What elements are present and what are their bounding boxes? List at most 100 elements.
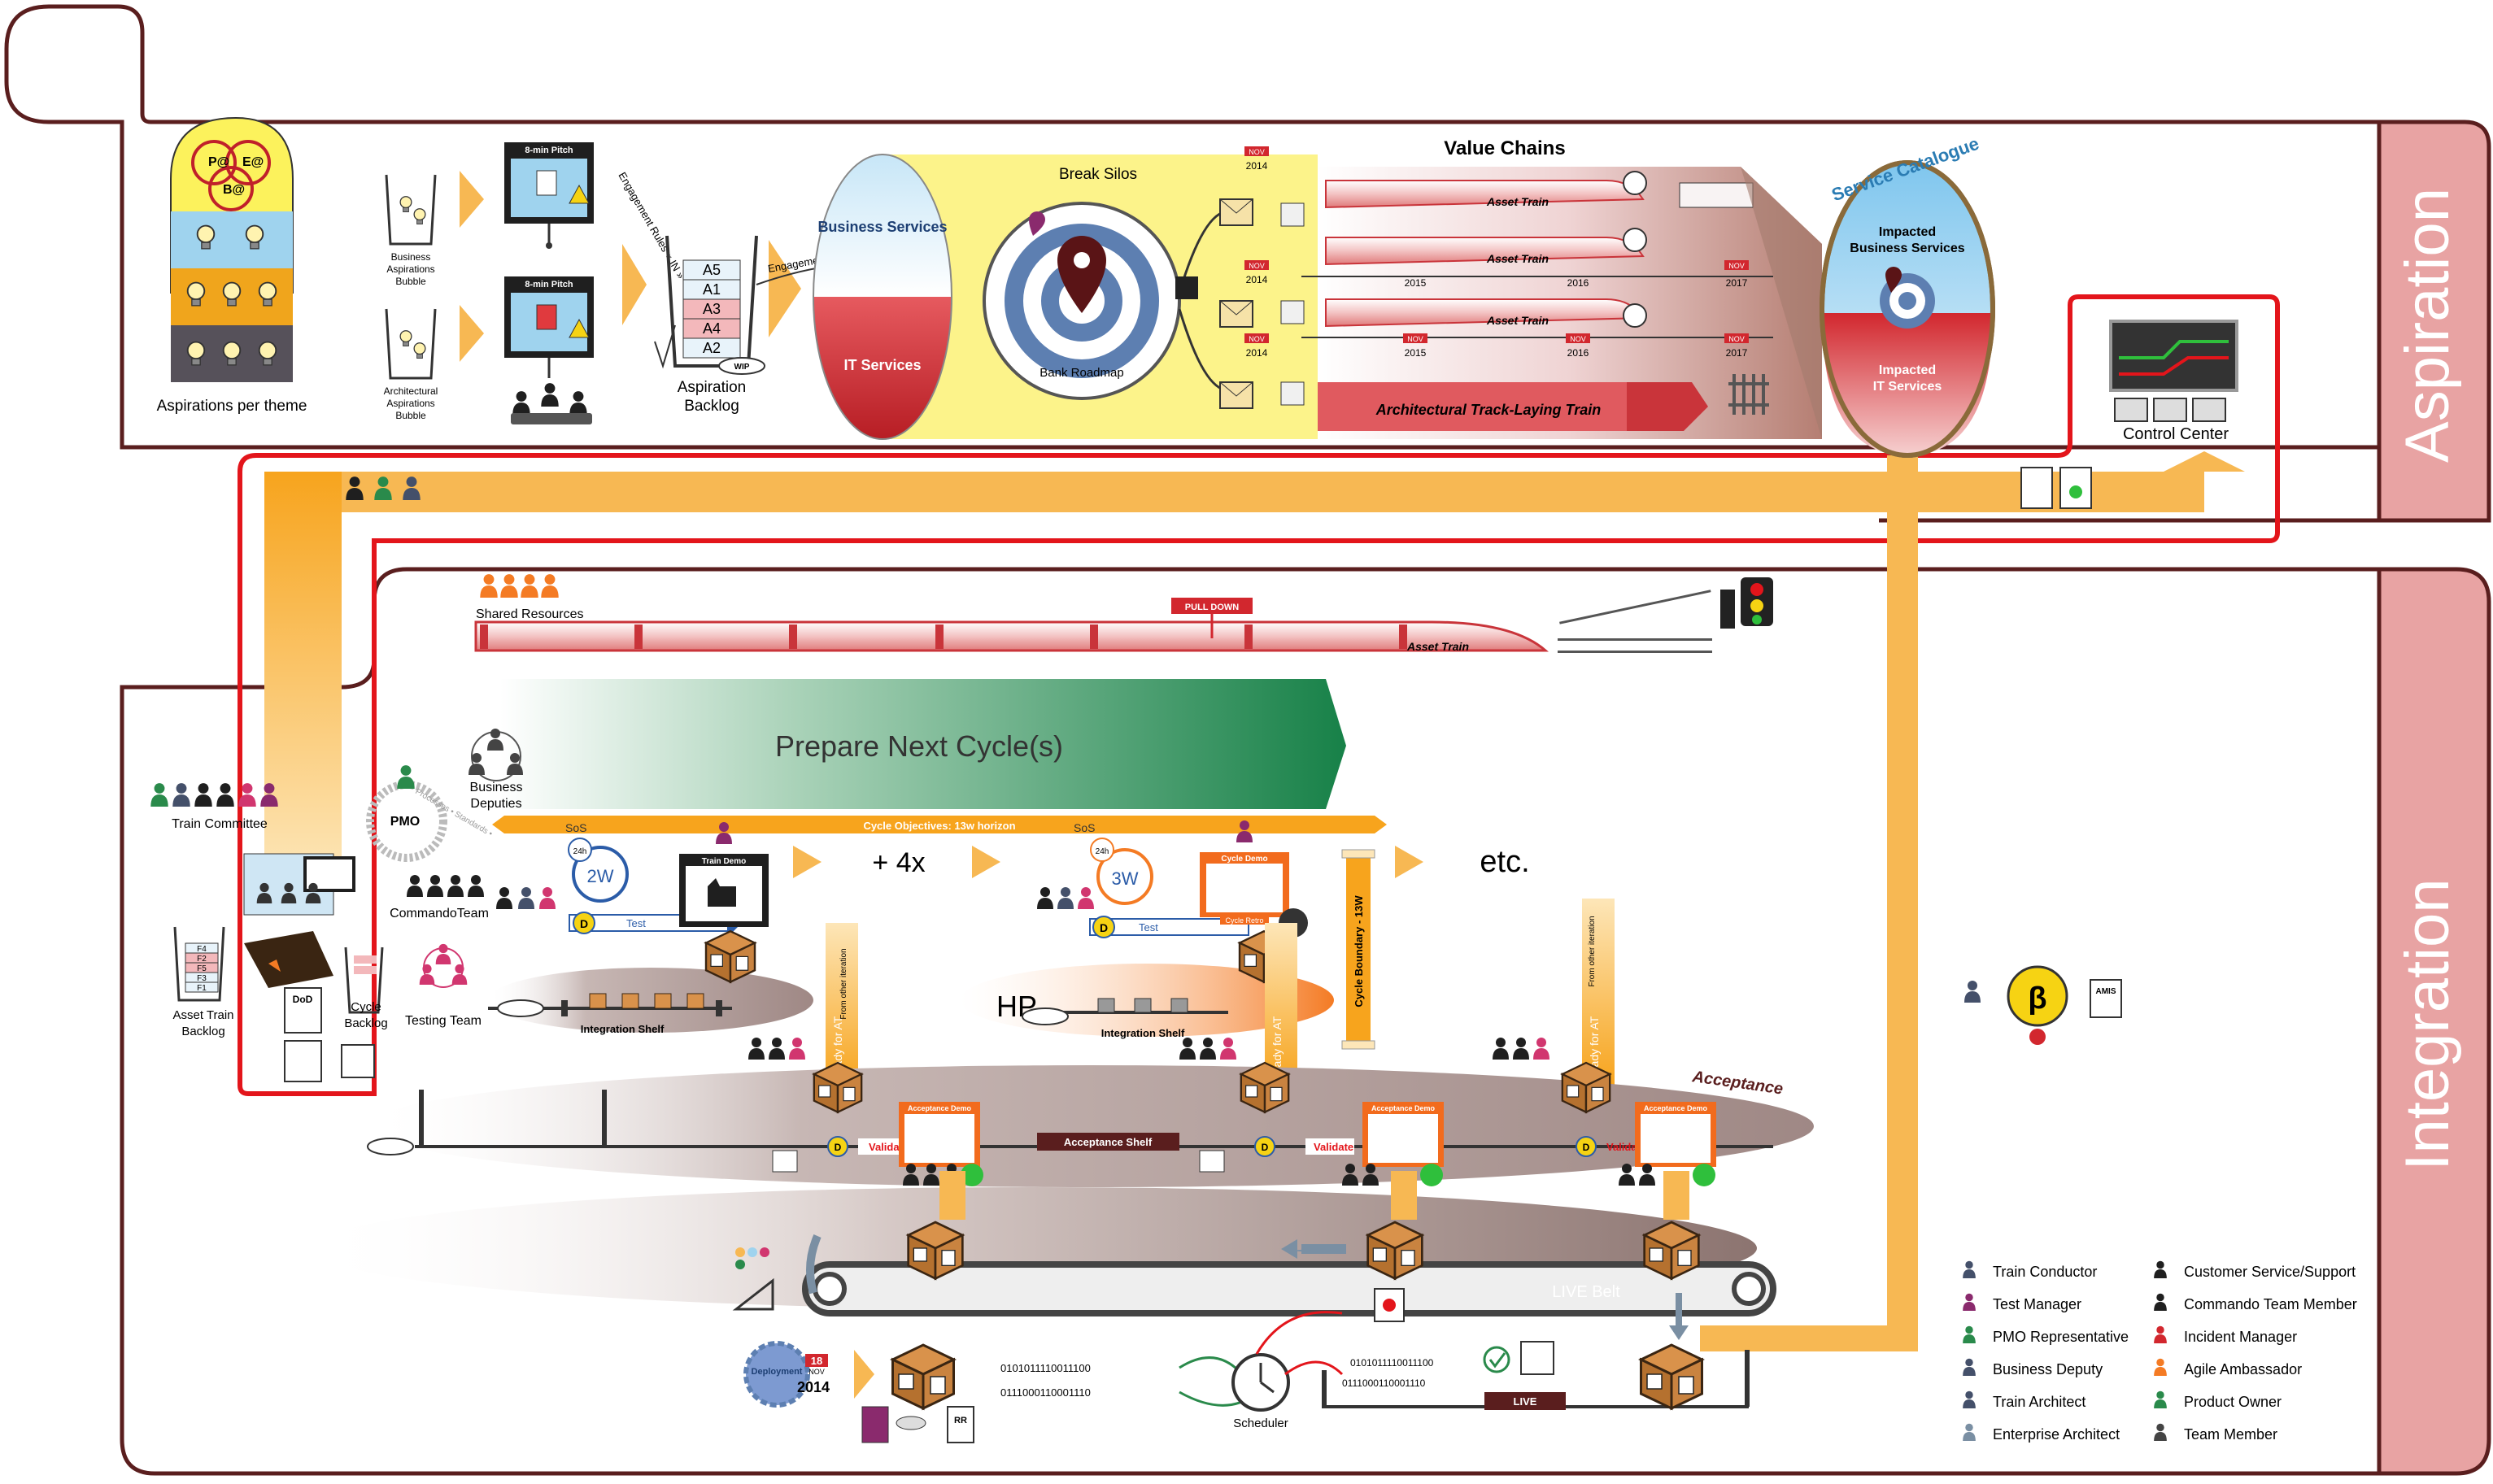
commando-team-label: CommandoTeam (390, 907, 489, 920)
dod-label: DoD (293, 994, 313, 1005)
legend-pmo-representative: PMO Representative (1993, 1329, 2129, 1345)
aspiration-backlog-line1: Aspiration (678, 379, 747, 396)
top-flow-people (346, 477, 421, 500)
control-center-label: Control Center (2123, 425, 2229, 443)
roles-legend: Train Conductor Test Manager PMO Represe… (1963, 1260, 2357, 1443)
arrow-to-pitch-2 (460, 305, 484, 362)
arrow-to-silos (769, 240, 801, 337)
acceptance-station-2: Validate Acceptance Demo D (1199, 1061, 1444, 1186)
train-demo-label: Train Demo (702, 857, 746, 866)
asset-backlog-f3: F3 (197, 974, 207, 983)
vc-asset-train-2: Asset Train (1486, 252, 1549, 265)
year-2017-b: 2017 (1726, 347, 1748, 359)
vc-asset-train-1: Asset Train (1486, 195, 1549, 208)
amis-label: AMIS (2096, 987, 2116, 996)
scheduler-label: Scheduler (1233, 1417, 1288, 1430)
red-loop-outline (238, 294, 2280, 1096)
orange-flow-vertical (1887, 455, 1918, 1350)
arch-bubble-line2: Aspirations (386, 398, 434, 409)
validate-1: Validate (869, 1141, 909, 1153)
acceptance-people-rows (748, 1038, 1549, 1060)
deploy-day: 18 (811, 1355, 822, 1367)
binary-1: 0101011110011100 (1000, 1362, 1091, 1374)
break-silos-label: Break Silos (1059, 166, 1137, 183)
pmo-label: PMO (390, 815, 420, 829)
aspiration-backlog-line2: Backlog (684, 398, 739, 415)
deploy-year: 2014 (797, 1379, 830, 1395)
control-center: Control Center (2020, 320, 2238, 509)
value-chains: Value Chains Asset Train Asset Train Ass… (1301, 137, 1822, 439)
beta-badge: β AMIS (1964, 965, 2122, 1045)
train-committee-meeting (243, 853, 355, 988)
value-chain-envelopes: NOV 2014 NOV 2014 NOV 2014 (1219, 146, 1305, 409)
prepare-next-cycle-label: Prepare Next Cycle(s) (775, 729, 1063, 763)
backlog-item-a5: A5 (703, 262, 721, 278)
cycle-objectives-label: Cycle Objectives: 13w horizon (863, 820, 1015, 832)
shared-resources-label: Shared Resources (476, 607, 584, 621)
year-2015: 2015 (1405, 277, 1427, 289)
legend-enterprise-architect: Enterprise Architect (1993, 1426, 2120, 1443)
ready-for-at-2: Ready for AT (1270, 1016, 1284, 1081)
beta-symbol: β (2028, 981, 2046, 1016)
live-belt: LIVE Belt (309, 1171, 1776, 1340)
cycle-objectives-bar: Cycle Objectives: 13w horizon SoS SoS (492, 816, 1387, 834)
legend-train-architect: Train Architect (1993, 1394, 2085, 1410)
nov-tag-2: NOV (1249, 262, 1265, 270)
integration-shelf-1: Integration Shelf (488, 929, 813, 1035)
acceptance-demo-3: Acceptance Demo (1644, 1104, 1708, 1112)
vc-asset-train-3: Asset Train (1486, 314, 1549, 327)
belt-left-icons (732, 1247, 774, 1311)
cycle-backlog-line1: Cycle (351, 1000, 381, 1014)
integration-shelf-2-label: Integration Shelf (1101, 1027, 1185, 1039)
cycle-1: 2W 24h D Test Train Demo (496, 822, 769, 937)
acceptance-label: Acceptance (1690, 1068, 1784, 1099)
value-chains-title: Value Chains (1444, 137, 1565, 159)
pitch-screen-1: 8-min Pitch (504, 142, 594, 249)
times-4x-label: + 4x (872, 847, 925, 878)
acceptance-station-3: Validate Acceptance Demo D (1561, 1061, 1716, 1186)
from-other-iteration-2: From other iteration (1588, 916, 1597, 986)
live-belt-label: LIVE Belt (1552, 1283, 1620, 1301)
live-platform: 0101011110011100 0111000110001110 LIVE (1322, 1341, 1750, 1410)
ready-for-at-columns: From other iteration From other iteratio… (826, 899, 1615, 1086)
cycle-2-3w: 3W (1112, 868, 1139, 889)
business-services-label: Business Services (817, 219, 947, 235)
cycle-1-test: Test (626, 917, 646, 929)
backlog-item-a2: A2 (703, 340, 721, 356)
impacted-it-line1: Impacted (1879, 363, 1936, 377)
commando-team: CommandoTeam (390, 875, 489, 920)
integration-panel (120, 567, 2434, 1476)
chevron-1 (793, 846, 822, 878)
nov-tag-b2: NOV (1570, 335, 1586, 343)
cycle-boundary: Cycle Boundary - 13W (1341, 849, 1375, 1050)
arrow-to-backlog (622, 244, 647, 325)
aspiration-band (2377, 120, 2491, 523)
business-bubble-line3: Bubble (395, 276, 426, 287)
rr-label: RR (954, 1416, 967, 1425)
deploy-month: NOV (808, 1368, 825, 1376)
aspirations-per-theme-label: Aspirations per theme (157, 398, 307, 415)
acceptance-shelf-label: Acceptance Shelf (1064, 1136, 1153, 1148)
aspiration-backlog: A5 A1 A3 A4 A2 WIP Aspiration Backlog (654, 235, 765, 415)
arch-bubble-line1: Architectural (384, 385, 438, 397)
backlog-item-a1: A1 (703, 281, 721, 298)
cycle-2-d: D (1100, 921, 1108, 934)
theme-e-label: E@ (242, 155, 264, 169)
acc-3-d: D (1583, 1142, 1590, 1153)
year-2016-b: 2016 (1567, 347, 1589, 359)
acceptance-demo-2: Acceptance Demo (1371, 1104, 1436, 1112)
cycle-boundary-label: Cycle Boundary - 13W (1353, 895, 1365, 1007)
nov-tag-1: NOV (1249, 148, 1265, 156)
acceptance-station-1: Validate Acceptance Demo D (772, 1061, 983, 1186)
etc-label: etc. (1480, 845, 1529, 879)
theme-p-label: P@ (208, 155, 229, 169)
aspiration-panel (4, 4, 2434, 450)
shared-resources: Shared Resources (476, 574, 584, 621)
pitch-label-2: 8-min Pitch (525, 280, 573, 289)
asset-train-backlog-line1: Asset Train (172, 1008, 233, 1022)
orange-flow-down (264, 472, 342, 878)
arch-bubble-line3: Bubble (395, 410, 426, 421)
asset-backlog-f1: F1 (197, 984, 207, 993)
integration-band (2377, 567, 2491, 1476)
